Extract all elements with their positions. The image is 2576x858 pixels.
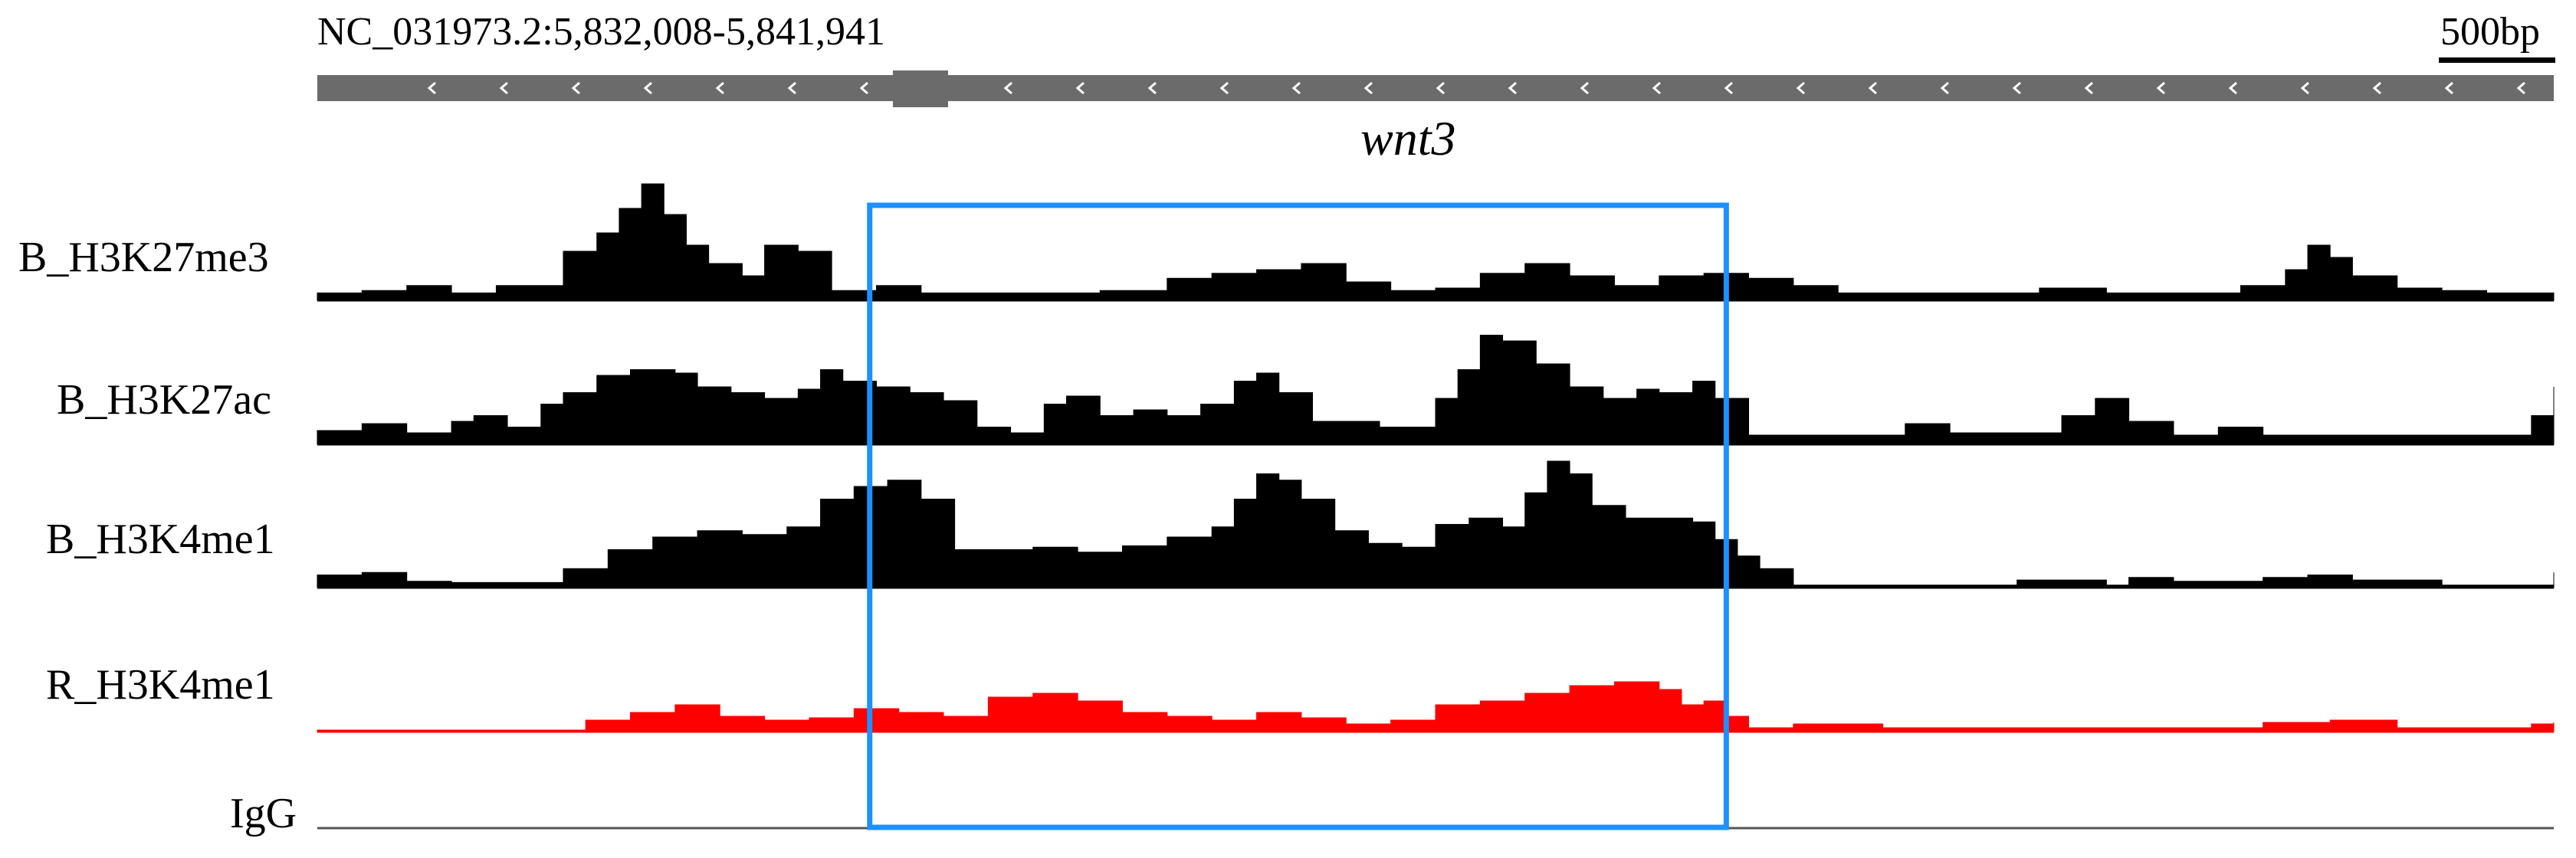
strand-chevron [2228,81,2237,95]
locus-coordinates: NC_031973.2:5,832,008-5,841,941 [317,10,885,54]
strand-chevron [2012,81,2021,95]
strand-chevron [1580,81,1589,95]
signal-area-r-h3k4me1 [317,681,2555,732]
strand-chevron [2372,81,2381,95]
strand-chevron [1147,81,1157,95]
signal-tracks [317,183,2555,830]
strand-chevron [643,81,652,95]
strand-chevron [2516,81,2525,95]
track-label-b-h3k4me1: B_H3K4me1 [46,516,275,563]
strand-chevron [2156,81,2165,95]
strand-chevron [2444,81,2453,95]
strand-chevron [1003,81,1012,95]
track-label-b-h3k27ac: B_H3K27ac [57,376,271,424]
strand-chevron [1868,81,1877,95]
strand-chevron [1436,81,1445,95]
strand-chevron [1219,81,1229,95]
strand-chevron [1652,81,1661,95]
scale-bar [2439,57,2555,63]
signal-area-b-h3k27me3 [317,183,2555,301]
strand-chevron [2084,81,2093,95]
strand-chevron [427,81,436,95]
strand-chevron [787,81,796,95]
strand-chevron [1724,81,1733,95]
strand-chevron [1075,81,1085,95]
track-label-b-h3k27me3: B_H3K27me3 [18,234,269,281]
strand-chevron [1796,81,1805,95]
strand-chevron [1940,81,1949,95]
gene-model [317,70,2554,107]
strand-chevron [1508,81,1517,95]
strand-chevron [571,81,580,95]
track-label-igg: IgG [230,790,297,837]
gene-exon [893,70,948,107]
scale-label: 500bp [2440,10,2540,54]
gene-body [317,75,2554,101]
signal-area-b-h3k27ac [317,335,2555,445]
gene-name: wnt3 [1360,111,1456,165]
strand-chevron [499,81,508,95]
highlight-box [867,202,1729,830]
strand-chevron [715,81,724,95]
signal-area-b-h3k4me1 [317,460,2555,588]
strand-chevron [1363,81,1373,95]
strand-chevron [1291,81,1301,95]
track-label-r-h3k4me1: R_H3K4me1 [46,661,275,709]
strand-chevron [2300,81,2309,95]
strand-chevron [859,81,868,95]
